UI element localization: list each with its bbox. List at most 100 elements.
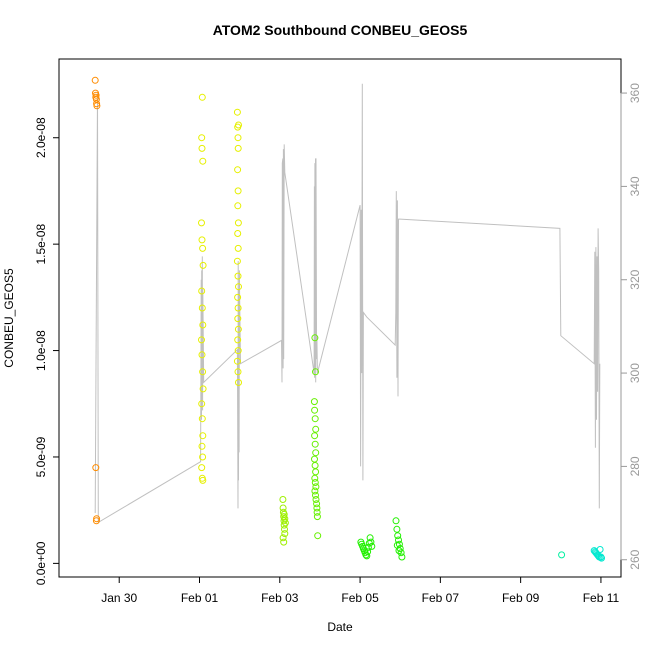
data-point <box>233 108 241 116</box>
data-point <box>199 261 207 269</box>
data-point <box>235 121 242 129</box>
data-point <box>234 230 242 237</box>
data-point <box>313 504 321 512</box>
y2-tick-label: 300 <box>628 363 642 383</box>
data-point <box>279 496 287 503</box>
y-tick-label: 2.0e-08 <box>34 117 48 158</box>
data-point <box>368 542 376 550</box>
data-point <box>234 166 242 174</box>
data-point <box>235 379 242 386</box>
data-point <box>312 368 319 376</box>
data-point <box>198 464 206 472</box>
data-point <box>234 244 242 252</box>
data-point <box>234 272 242 280</box>
data-point <box>235 283 242 291</box>
data-point <box>234 202 242 210</box>
y-tick-label: 1.5e-08 <box>34 224 48 265</box>
y2-axis: 260 280 300 320 340 360 <box>620 83 642 570</box>
data-point <box>281 530 289 538</box>
data-point <box>198 144 206 152</box>
plot-frame <box>58 58 622 578</box>
points-layer <box>91 76 605 562</box>
x-axis-label: Date <box>327 620 353 634</box>
data-point <box>198 304 206 312</box>
data-point <box>310 398 318 406</box>
data-point <box>198 287 206 295</box>
secondary-series-line <box>94 83 601 524</box>
secondary-line-layer <box>94 83 601 524</box>
data-point <box>199 157 207 165</box>
data-point <box>198 93 206 101</box>
data-point <box>93 515 101 523</box>
y-tick-label: 1.0e-08 <box>34 330 48 371</box>
data-point <box>199 368 207 376</box>
data-point <box>234 325 242 333</box>
chart-title: ATOM2 Southbound CONBEU_GEOS5 <box>213 22 468 38</box>
data-point <box>198 236 206 244</box>
data-point <box>199 385 207 393</box>
data-point <box>281 519 289 527</box>
data-point <box>93 102 101 110</box>
data-point <box>312 468 320 476</box>
data-point <box>281 515 289 523</box>
data-point <box>364 548 372 556</box>
y-axis: 0.0e+00 5.0e-09 1.0e-08 1.5e-08 2.0e-08 <box>34 117 60 585</box>
data-point <box>393 525 401 533</box>
data-point <box>312 496 320 503</box>
data-point <box>311 455 318 463</box>
data-point <box>395 547 403 555</box>
data-point <box>198 336 205 344</box>
data-point <box>234 187 242 195</box>
data-point <box>234 336 242 344</box>
data-point <box>233 357 241 365</box>
y2-tick-label: 340 <box>628 176 642 196</box>
data-point <box>314 532 322 540</box>
data-point <box>280 538 288 546</box>
data-point <box>198 442 206 450</box>
data-point <box>280 510 288 518</box>
data-point <box>395 536 402 544</box>
x-tick-label: Feb 07 <box>422 591 460 605</box>
data-point <box>91 76 99 84</box>
data-point <box>313 508 321 516</box>
data-point <box>234 368 242 376</box>
y2-tick-label: 260 <box>628 549 642 569</box>
data-point <box>311 479 319 486</box>
data-point <box>279 534 287 542</box>
data-point <box>363 552 371 560</box>
data-point <box>281 525 288 533</box>
data-point <box>198 415 206 423</box>
data-point <box>92 464 100 472</box>
data-point <box>558 551 566 559</box>
x-tick-label: Feb 11 <box>583 591 620 605</box>
data-point <box>312 491 319 499</box>
data-point <box>234 315 242 323</box>
data-point <box>312 425 320 433</box>
data-point <box>279 504 287 512</box>
data-point <box>367 538 375 546</box>
data-point <box>397 549 405 557</box>
data-point <box>394 532 402 540</box>
data-point <box>311 415 319 423</box>
y-tick-label: 5.0e-09 <box>34 436 48 477</box>
data-point <box>234 304 242 312</box>
data-point <box>398 553 406 561</box>
x-tick-label: Feb 01 <box>181 591 219 605</box>
data-point <box>199 244 207 252</box>
data-point <box>596 546 604 553</box>
data-point <box>234 144 242 152</box>
y2-tick-label: 280 <box>628 456 642 476</box>
data-point <box>312 483 320 491</box>
data-point <box>313 513 321 521</box>
x-tick-label: Feb 09 <box>502 591 540 605</box>
data-point <box>199 321 207 329</box>
x-tick-label: Feb 03 <box>261 591 299 605</box>
data-point <box>311 440 319 448</box>
data-point <box>198 219 205 227</box>
y2-tick-label: 360 <box>628 83 642 103</box>
data-point <box>234 293 242 301</box>
data-point <box>198 400 206 408</box>
data-point <box>198 134 206 142</box>
data-point <box>234 347 242 355</box>
